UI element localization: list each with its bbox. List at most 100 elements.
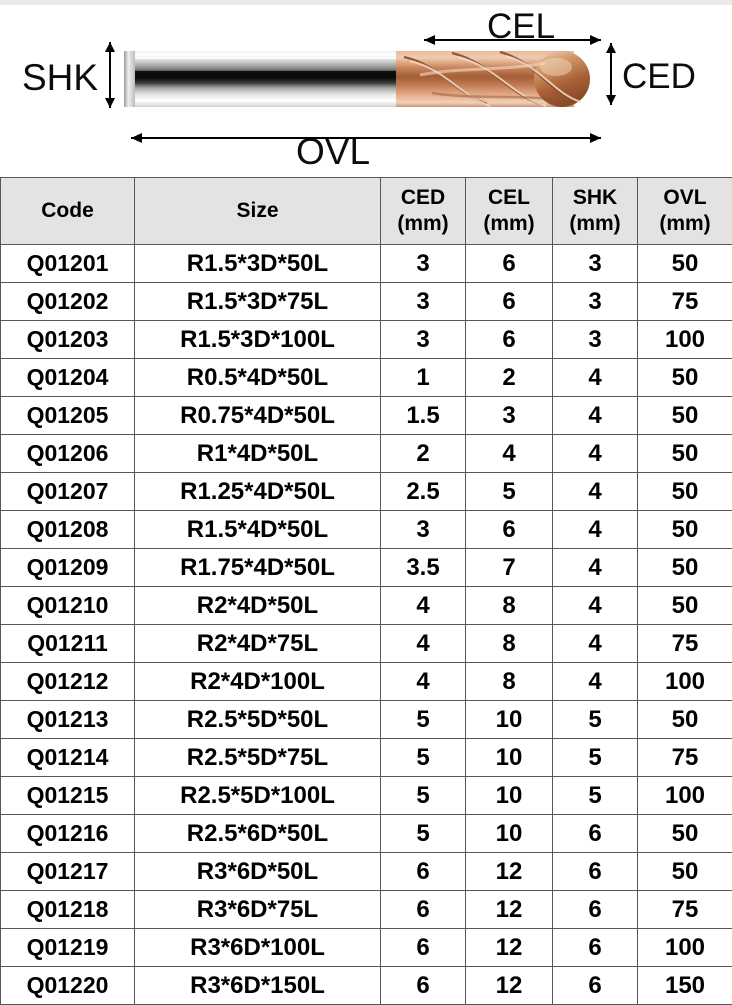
table-cell-shk: 4 (553, 549, 638, 587)
specification-table: Code Size CED (mm) CEL (mm) SHK (mm) OVL… (0, 177, 732, 1005)
table-cell-ced: 3 (381, 321, 466, 359)
dimension-label-shk: SHK (22, 57, 98, 99)
table-cell-size: R3*6D*150L (135, 967, 381, 1005)
table-cell-shk: 5 (553, 777, 638, 815)
table-cell-code: Q01203 (1, 321, 135, 359)
table-cell-code: Q01216 (1, 815, 135, 853)
table-cell-size: R2.5*6D*50L (135, 815, 381, 853)
table-cell-ovl: 50 (638, 245, 732, 283)
table-cell-ovl: 100 (638, 929, 732, 967)
table-cell-size: R1.75*4D*50L (135, 549, 381, 587)
table-cell-code: Q01209 (1, 549, 135, 587)
table-cell-shk: 4 (553, 359, 638, 397)
table-cell-ovl: 100 (638, 321, 732, 359)
table-cell-size: R2.5*5D*100L (135, 777, 381, 815)
table-cell-cel: 12 (466, 929, 553, 967)
table-cell-shk: 4 (553, 663, 638, 701)
table-cell-code: Q01207 (1, 473, 135, 511)
table-cell-ced: 6 (381, 929, 466, 967)
table-cell-cel: 10 (466, 739, 553, 777)
dimension-arrow-shk (103, 42, 117, 108)
table-cell-ced: 3 (381, 511, 466, 549)
table-cell-ced: 5 (381, 739, 466, 777)
table-cell-size: R2*4D*75L (135, 625, 381, 663)
dimension-arrow-cel (424, 34, 601, 46)
table-cell-cel: 6 (466, 283, 553, 321)
table-cell-cel: 6 (466, 245, 553, 283)
column-header-ced-unit: (mm) (381, 211, 465, 237)
table-cell-cel: 12 (466, 853, 553, 891)
dimension-arrow-ced (604, 43, 618, 105)
table-cell-size: R1*4D*50L (135, 435, 381, 473)
table-cell-shk: 3 (553, 321, 638, 359)
table-cell-ovl: 50 (638, 701, 732, 739)
table-cell-code: Q01210 (1, 587, 135, 625)
table-cell-code: Q01220 (1, 967, 135, 1005)
table-cell-code: Q01219 (1, 929, 135, 967)
table-cell-cel: 10 (466, 701, 553, 739)
table-cell-code: Q01215 (1, 777, 135, 815)
table-cell-code: Q01201 (1, 245, 135, 283)
table-cell-ced: 5 (381, 777, 466, 815)
table-cell-size: R3*6D*75L (135, 891, 381, 929)
column-header-ovl-label: OVL (663, 186, 706, 209)
column-header-ovl: OVL (mm) (638, 178, 732, 245)
table-cell-cel: 7 (466, 549, 553, 587)
table-cell-cel: 8 (466, 663, 553, 701)
table-cell-code: Q01214 (1, 739, 135, 777)
table-cell-code: Q01217 (1, 853, 135, 891)
table-cell-ovl: 75 (638, 625, 732, 663)
end-mill-diagram: SHK CEL CED OVL (0, 5, 732, 177)
column-header-shk: SHK (mm) (553, 178, 638, 245)
table-cell-ovl: 50 (638, 397, 732, 435)
table-cell-size: R1.5*3D*100L (135, 321, 381, 359)
table-cell-cel: 10 (466, 815, 553, 853)
table-cell-shk: 6 (553, 891, 638, 929)
table-cell-code: Q01206 (1, 435, 135, 473)
table-cell-ovl: 50 (638, 549, 732, 587)
table-cell-cel: 8 (466, 587, 553, 625)
table-cell-size: R3*6D*50L (135, 853, 381, 891)
table-cell-ovl: 75 (638, 739, 732, 777)
table-cell-size: R1.5*3D*50L (135, 245, 381, 283)
table-cell-ced: 3 (381, 245, 466, 283)
table-cell-shk: 6 (553, 853, 638, 891)
table-cell-cel: 4 (466, 435, 553, 473)
table-cell-shk: 4 (553, 397, 638, 435)
table-cell-ovl: 50 (638, 435, 732, 473)
table-cell-size: R2.5*5D*50L (135, 701, 381, 739)
table-cell-ovl: 100 (638, 777, 732, 815)
table-cell-ced: 6 (381, 891, 466, 929)
column-header-code: Code (1, 178, 135, 245)
table-cell-shk: 4 (553, 587, 638, 625)
table-cell-cel: 6 (466, 511, 553, 549)
column-header-code-label: Code (41, 199, 94, 222)
table-cell-ovl: 50 (638, 359, 732, 397)
table-cell-cel: 8 (466, 625, 553, 663)
column-header-size-label: Size (236, 199, 278, 222)
table-cell-code: Q01213 (1, 701, 135, 739)
table-cell-size: R1.5*4D*50L (135, 511, 381, 549)
table-cell-code: Q01211 (1, 625, 135, 663)
table-cell-size: R2.5*5D*75L (135, 739, 381, 777)
column-header-shk-label: SHK (573, 186, 617, 209)
table-cell-ovl: 75 (638, 891, 732, 929)
table-cell-ced: 3.5 (381, 549, 466, 587)
table-cell-shk: 6 (553, 929, 638, 967)
table-cell-code: Q01204 (1, 359, 135, 397)
table-cell-code: Q01205 (1, 397, 135, 435)
column-header-ced: CED (mm) (381, 178, 466, 245)
table-cell-code: Q01208 (1, 511, 135, 549)
table-cell-shk: 3 (553, 283, 638, 321)
table-cell-shk: 6 (553, 967, 638, 1005)
